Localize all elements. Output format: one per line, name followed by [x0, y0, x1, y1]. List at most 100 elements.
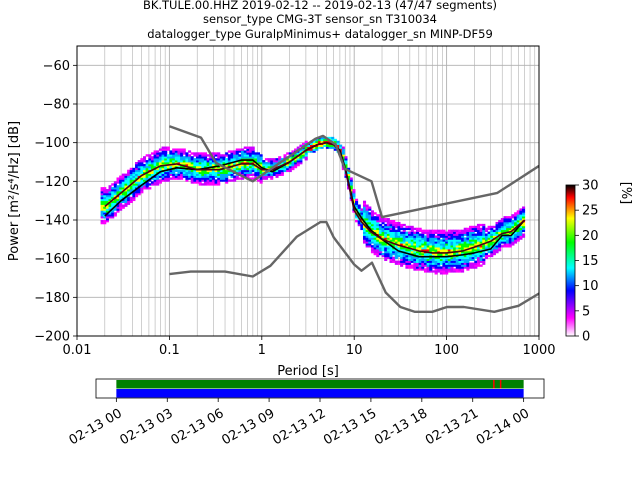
heatmap-cell — [161, 167, 165, 171]
heatmap-cell — [384, 254, 388, 258]
heatmap-cell — [108, 216, 112, 219]
heatmap-cell — [405, 262, 409, 265]
heatmap-cell — [124, 183, 128, 186]
heatmap-cell — [365, 221, 369, 225]
heatmap-cell — [203, 179, 208, 182]
heatmap-cell — [495, 249, 499, 252]
heatmap-cell — [267, 162, 271, 165]
heatmap-cell — [100, 198, 104, 202]
heatmap-cell — [333, 138, 337, 142]
heatmap-cell — [206, 162, 210, 165]
heatmap-cell — [394, 221, 398, 225]
heatmap-cell — [209, 177, 213, 180]
heatmap-cell — [241, 148, 245, 151]
heatmap-cell — [132, 198, 136, 202]
heatmap-cell — [148, 187, 152, 190]
heatmap-cell — [373, 218, 377, 221]
heatmap-cell — [370, 223, 375, 227]
heatmap-cell — [270, 175, 274, 178]
heatmap-cell — [416, 262, 420, 265]
heatmap-cell — [142, 185, 147, 188]
heatmap-cell — [474, 249, 478, 252]
heatmap-cell — [137, 183, 141, 186]
heatmap-cell — [291, 163, 295, 167]
heatmap-cell — [413, 235, 417, 238]
heatmap-cell — [437, 243, 441, 246]
heatmap-cell — [182, 158, 186, 161]
heatmap-cell — [410, 233, 414, 236]
heatmap-cell — [272, 173, 276, 176]
heatmap-cell — [188, 177, 192, 180]
heatmap-cell — [386, 235, 390, 238]
heatmap-cell — [463, 227, 467, 231]
heatmap-cell — [180, 175, 184, 178]
heatmap-cell — [116, 204, 120, 207]
heatmap-cell — [426, 247, 430, 250]
heatmap-cell — [416, 227, 420, 231]
heatmap-cell — [190, 169, 194, 173]
heatmap-cell — [469, 249, 473, 252]
heatmap-cell — [466, 268, 470, 271]
heatmap-cell — [402, 229, 406, 232]
heatmap-cell — [516, 235, 520, 238]
heatmap-cell — [267, 175, 271, 178]
heatmap-cell — [362, 206, 367, 209]
heatmap-cell — [408, 254, 412, 258]
heatmap-cell — [381, 218, 385, 221]
heatmap-cell — [445, 260, 449, 263]
heatmap-cell — [392, 239, 396, 242]
heatmap-cell — [100, 212, 104, 215]
heatmap-cell — [180, 173, 184, 176]
heatmap-cell — [490, 233, 494, 236]
heatmap-cell — [410, 256, 414, 260]
heatmap-cell — [484, 254, 488, 258]
heatmap-cell — [256, 167, 261, 171]
heatmap-cell — [153, 163, 157, 167]
heatmap-cell — [158, 173, 162, 176]
heatmap-cell — [103, 192, 107, 196]
heatmap-cell — [408, 231, 412, 234]
timeline-tick-label: 02-14 00 — [474, 406, 532, 448]
heatmap-cell — [394, 241, 398, 244]
heatmap-cell — [378, 250, 382, 254]
heatmap-cell — [121, 200, 125, 203]
heatmap-cell — [370, 245, 375, 248]
heatmap-cell — [476, 252, 481, 256]
heatmap-cell — [267, 160, 271, 163]
heatmap-cell — [111, 192, 115, 196]
heatmap-cell — [206, 177, 210, 180]
heatmap-cell — [196, 158, 200, 161]
heatmap-cell — [442, 270, 446, 273]
heatmap-cell — [389, 243, 393, 246]
heatmap-cell — [431, 270, 435, 273]
heatmap-cell — [392, 243, 396, 246]
heatmap-cell — [325, 144, 329, 147]
heatmap-cell — [164, 156, 168, 159]
heatmap-cell — [394, 260, 398, 263]
heatmap-cell — [180, 152, 184, 155]
heatmap-cell — [166, 158, 170, 161]
heatmap-cell — [355, 202, 359, 205]
heatmap-cell — [476, 229, 481, 232]
heatmap-cell — [119, 185, 123, 188]
heatmap-cell — [370, 249, 375, 252]
heatmap-cell — [206, 160, 210, 163]
heatmap-cell — [113, 208, 117, 211]
heatmap-cell — [150, 165, 154, 169]
heatmap-cell — [185, 175, 189, 178]
heatmap-cell — [474, 235, 478, 238]
heatmap-cell — [113, 192, 117, 196]
heatmap-cell — [198, 171, 202, 174]
heatmap-cell — [463, 262, 467, 265]
heatmap-cell — [376, 231, 380, 234]
heatmap-cell — [378, 227, 382, 231]
heatmap-cell — [461, 266, 465, 269]
heatmap-cell — [421, 268, 425, 271]
heatmap-cell — [121, 185, 125, 188]
heatmap-cell — [230, 154, 234, 157]
heatmap-cell — [180, 154, 184, 157]
heatmap-cell — [378, 229, 382, 232]
heatmap-cell — [196, 165, 200, 169]
heatmap-cell — [214, 175, 218, 178]
heatmap-cell — [360, 208, 364, 211]
